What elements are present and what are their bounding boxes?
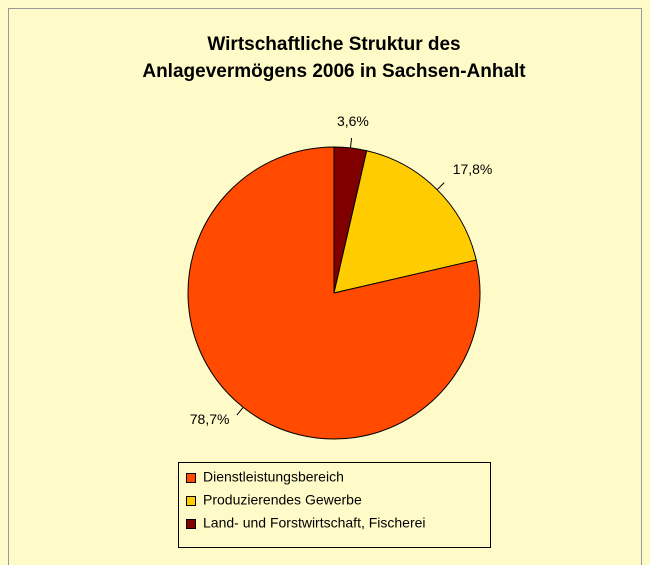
leader-line: [436, 182, 445, 191]
legend-label: Land- und Forstwirtschaft, Fischerei: [203, 515, 426, 531]
chart-border: [8, 8, 642, 565]
data-label: 78,7%: [190, 411, 230, 427]
legend-swatch: [186, 496, 196, 506]
leader-line: [236, 406, 244, 416]
pie-slice: [333, 150, 477, 294]
data-label: 17,8%: [453, 161, 493, 177]
data-label: 3,6%: [337, 113, 369, 129]
legend-label: Produzierendes Gewerbe: [203, 492, 362, 508]
chart-title: Anlagevermögens 2006 in Sachsen-Anhalt: [142, 61, 526, 82]
legend-label: Dienstleistungsbereich: [203, 469, 344, 485]
legend: [178, 462, 491, 548]
legend-swatch: [186, 473, 196, 483]
leader-line: [349, 137, 353, 148]
pie-slice: [187, 146, 481, 440]
legend-swatch: [186, 519, 196, 529]
chart-title: Wirtschaftliche Struktur des: [207, 34, 460, 55]
